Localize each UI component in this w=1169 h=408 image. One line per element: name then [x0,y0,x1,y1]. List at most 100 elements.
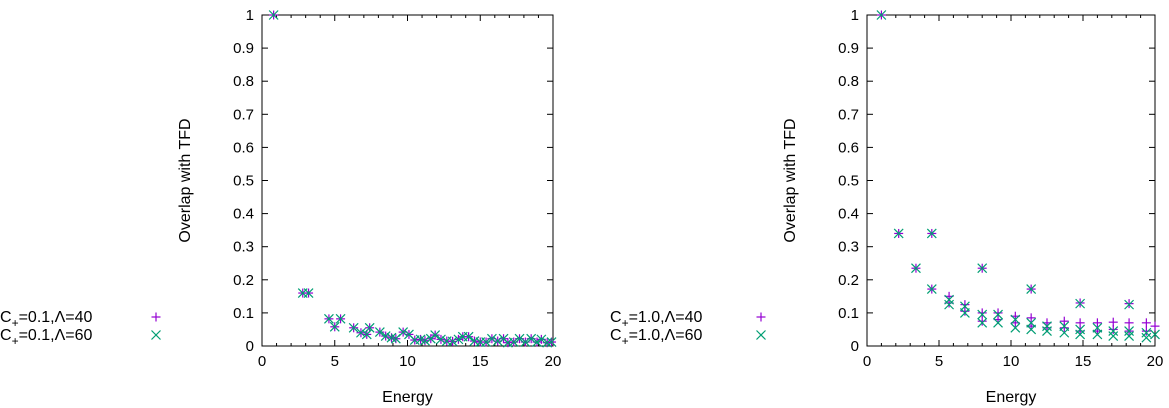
y-tick-label: 0.6 [233,139,254,156]
data-point-plus [960,306,970,316]
data-point-cross [303,288,314,298]
y-tick-label: 0.8 [838,73,859,90]
y-tick-label: 0 [851,338,859,355]
data-point-cross [1075,324,1086,335]
data-point-cross [361,329,372,340]
y-axis-label: Overlap with TFD [782,118,799,242]
left-panel: 00.10.20.30.40.50.60.70.80.910 5 10 15 20Ene… [0,7,561,406]
data-point-cross [1141,327,1152,338]
plot-frame [866,14,1156,347]
y-tick-label: 0.8 [233,73,254,90]
data-point-plus [1092,318,1102,328]
data-point-cross [1026,324,1037,335]
data-point-cross [1124,299,1135,310]
x-axis-label: Energy [382,389,433,406]
data-point-cross [532,337,542,347]
x-tick-label: 0 [258,353,266,370]
data-point-cross [1124,326,1135,337]
data-point-cross [380,331,391,341]
y-tick-label: 0.1 [838,305,859,322]
data-point-cross [398,327,409,338]
data-point-cross [1042,321,1052,332]
y-tick-label: 0.7 [233,106,254,123]
y-tick-label: 0.3 [233,239,254,256]
y-tick-label: 0.9 [233,40,254,57]
y-tick-label: 0.6 [838,139,859,156]
data-point-cross [1075,298,1086,309]
data-point-cross [1124,331,1135,341]
y-tick-label: 0.9 [838,40,859,57]
data-point-plus [1026,313,1036,323]
y-tick-label: 1 [851,7,859,24]
data-point-cross [364,322,375,333]
data-point-cross [447,336,458,347]
y-tick-label: 0.4 [233,206,254,223]
legend-symbol-cross [151,330,161,340]
data-point-cross [926,228,937,239]
x-tick-label: 10 [399,353,416,370]
data-point-cross [526,333,537,344]
x-tick-label: 20 [1147,353,1164,370]
data-point-cross [430,330,441,341]
data-point-cross [1010,322,1021,333]
data-point-cross [911,263,921,274]
data-point-cross [514,333,525,344]
y-tick-label: 0 [246,338,254,355]
data-point-plus [1124,318,1134,328]
y-axis-label: Overlap with TFD [177,118,194,242]
data-point-cross [520,337,531,347]
x-tick-label: 20 [545,353,562,370]
data-point-cross [335,313,346,324]
x-tick-label: 15 [472,353,489,370]
data-point-cross [486,333,497,344]
data-point-cross [977,263,988,274]
data-point-cross [542,337,553,348]
x-axis-label: Energy [986,389,1037,406]
data-point-cross [492,336,503,346]
y-tick-label: 0.2 [233,272,254,289]
data-point-cross [1108,331,1119,341]
legend-label: C+=0.1,Λ=60 [0,327,93,348]
data-point-cross [453,334,464,345]
data-point-cross [959,307,970,318]
y-tick-label: 1 [246,7,254,24]
data-point-cross [356,327,366,338]
data-point-cross [348,322,359,333]
data-point-cross [374,327,385,338]
y-tick-label: 0.5 [233,173,254,190]
data-point-cross [481,337,491,347]
data-point-cross [944,299,955,310]
legend-symbol-plus [151,312,161,322]
data-point-cross [1108,326,1119,337]
data-point-cross [993,309,1003,320]
data-point-cross [977,317,988,328]
data-point-cross [1075,329,1086,340]
data-point-cross [1150,329,1160,340]
data-point-cross [436,334,446,345]
data-point-plus [1141,318,1151,328]
data-point-cross [508,337,519,347]
data-point-cross [1059,327,1070,338]
data-point-cross [329,321,340,332]
data-point-cross [893,228,904,239]
data-point-cross [993,317,1003,328]
data-point-cross [1141,332,1152,343]
x-tick-label: 15 [1075,353,1092,370]
y-tick-label: 0.5 [838,173,859,190]
data-point-cross [324,313,334,324]
legend-symbol-cross [756,330,766,340]
right-panel: 00.10.20.30.40.50.60.70.80.910 5 10 15 20Ene… [610,7,1163,406]
data-point-cross [546,337,557,347]
data-point-cross [977,309,988,320]
legend-label: C+=1.0,Λ=60 [610,327,703,348]
data-point-plus [977,316,987,326]
data-point-plus [1150,321,1160,331]
legend-label: C+=1.0,Λ=40 [610,309,703,330]
x-tick-label: 5 [331,353,339,370]
legend-symbol-plus [756,312,766,322]
data-point-plus [1124,299,1134,309]
data-point-cross [1026,284,1037,294]
data-point-cross [1042,326,1052,337]
data-point-cross [944,294,955,305]
